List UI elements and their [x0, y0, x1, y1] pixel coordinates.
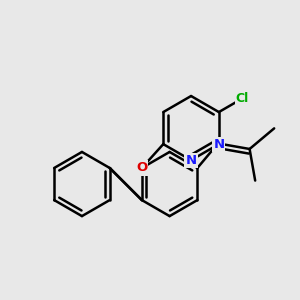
Text: O: O — [136, 161, 147, 175]
Text: Cl: Cl — [236, 92, 249, 105]
Text: N: N — [213, 138, 224, 151]
Text: N: N — [185, 154, 197, 167]
